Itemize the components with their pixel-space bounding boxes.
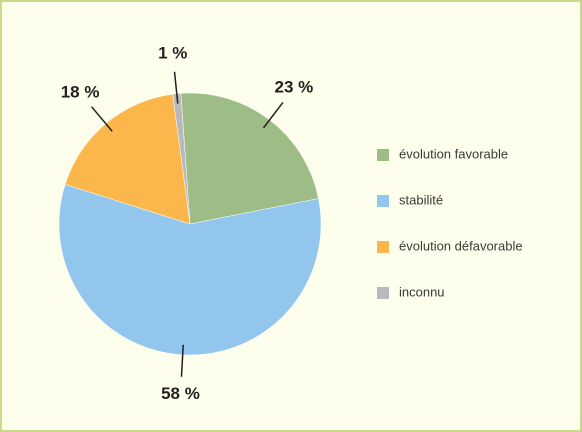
legend-label: évolution favorable xyxy=(399,146,508,161)
legend-label: inconnu xyxy=(399,284,445,299)
leader-line xyxy=(91,106,113,132)
data-label: 1 % xyxy=(158,43,187,62)
leader-line xyxy=(173,71,179,104)
data-label: 23 % xyxy=(274,78,313,97)
legend-label: évolution défavorable xyxy=(399,238,523,253)
data-label: 18 % xyxy=(61,82,100,101)
legend-swatch xyxy=(377,287,389,299)
leader-line xyxy=(262,101,284,129)
legend-swatch xyxy=(377,149,389,161)
legend-label: stabilité xyxy=(399,192,443,207)
data-label: 58 % xyxy=(161,384,200,403)
legend-swatch xyxy=(377,195,389,207)
legend-swatch xyxy=(377,241,389,253)
leader-line xyxy=(180,344,184,377)
